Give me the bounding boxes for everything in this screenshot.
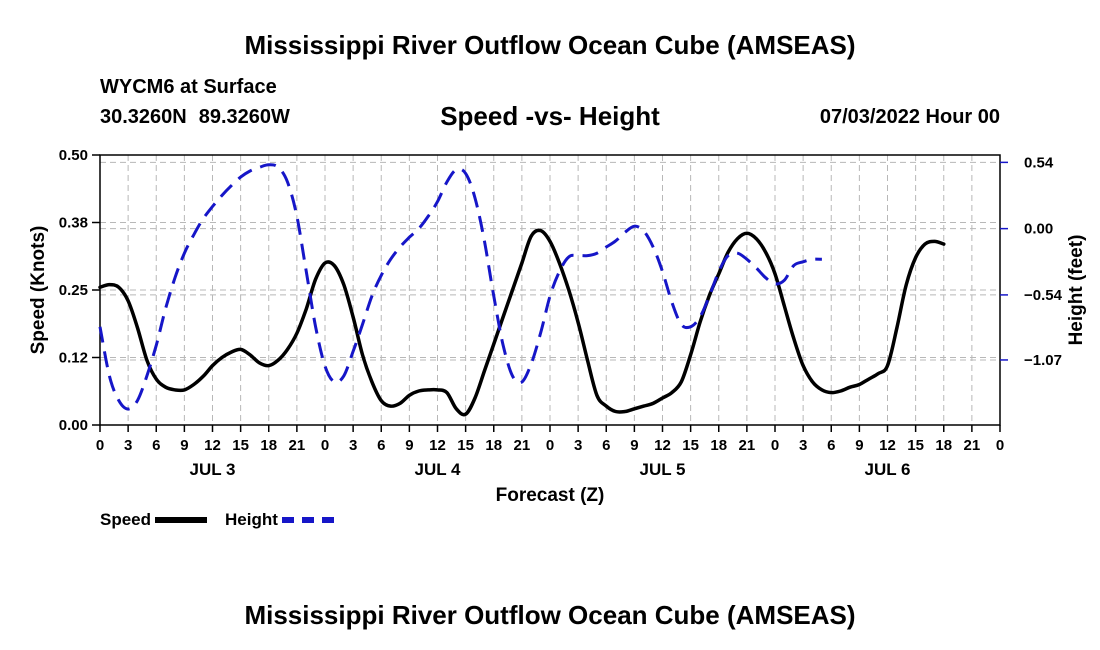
day-label: JUL 3 <box>190 460 236 479</box>
y-axis-title-left: Speed (Knots) <box>28 226 49 355</box>
day-label: JUL 6 <box>865 460 911 479</box>
x-tick-label: 15 <box>457 437 474 454</box>
x-tick-label: 12 <box>204 437 221 454</box>
x-tick-label: 12 <box>879 437 896 454</box>
x-axis-title: Forecast (Z) <box>496 485 605 506</box>
x-tick-label: 15 <box>232 437 249 454</box>
legend-height-swatch <box>281 517 334 523</box>
left-tick-label: 0.25 <box>59 282 88 299</box>
x-tick-label: 3 <box>574 437 582 454</box>
left-tick-label: 0.12 <box>59 350 88 367</box>
legend-speed-label: Speed <box>100 510 152 529</box>
x-tick-label: 9 <box>180 437 188 454</box>
station-coordinates: 30.3260N 89.3260W <box>100 106 290 129</box>
forecast-datetime: 07/03/2022 Hour 00 <box>819 106 1000 128</box>
x-tick-label: 0 <box>996 437 1004 454</box>
series-line-speed <box>98 228 946 417</box>
day-label: JUL 5 <box>640 460 686 479</box>
x-tick-label: 15 <box>907 437 924 454</box>
longitude: 89.3260W <box>198 106 290 128</box>
x-tick-label: 9 <box>405 437 413 454</box>
legend-item-speed: Speed <box>100 510 208 530</box>
latitude: 30.3260N <box>100 106 187 128</box>
x-tick-label: 21 <box>514 437 531 454</box>
legend-speed-swatch <box>155 517 208 523</box>
station-label: WYCM6 at Surface <box>100 76 277 98</box>
x-tick-label: 15 <box>682 437 699 454</box>
x-tick-label: 18 <box>935 437 952 454</box>
x-tick-label: 0 <box>771 437 779 454</box>
x-tick-label: 0 <box>321 437 329 454</box>
x-tick-label: 0 <box>546 437 554 454</box>
left-tick-label: 0.38 <box>59 215 88 232</box>
left-tick-label: 0.50 <box>59 147 88 164</box>
x-tick-label: 6 <box>152 437 160 454</box>
x-tick-label: 12 <box>654 437 671 454</box>
right-tick-label: −0.54 <box>1024 287 1063 304</box>
x-tick-label: 6 <box>602 437 610 454</box>
y-axis-title-right: Height (feet) <box>1066 235 1087 346</box>
x-tick-label: 18 <box>485 437 502 454</box>
right-tick-label: 0.54 <box>1024 154 1054 171</box>
x-tick-label: 18 <box>260 437 277 454</box>
x-tick-label: 3 <box>124 437 132 454</box>
x-tick-label: 21 <box>964 437 981 454</box>
chart-subtitle: Speed -vs- Height <box>440 101 660 131</box>
x-tick-label: 21 <box>289 437 306 454</box>
x-tick-label: 6 <box>827 437 835 454</box>
right-tick-label: 0.00 <box>1024 221 1053 238</box>
left-tick-label: 0.00 <box>59 417 88 434</box>
x-tick-label: 9 <box>630 437 638 454</box>
chart-main-title-repeat: Mississippi River Outflow Ocean Cube (AM… <box>244 600 856 630</box>
x-tick-label: 3 <box>799 437 807 454</box>
series-line-height <box>98 163 822 411</box>
x-tick-label: 12 <box>429 437 446 454</box>
legend: Speed Height <box>100 510 352 530</box>
x-tick-label: 6 <box>377 437 385 454</box>
x-tick-label: 0 <box>96 437 104 454</box>
x-tick-label: 18 <box>710 437 727 454</box>
legend-item-height: Height <box>225 510 334 530</box>
x-tick-label: 9 <box>855 437 863 454</box>
x-tick-label: 21 <box>739 437 756 454</box>
day-label: JUL 4 <box>415 460 462 479</box>
chart-main-title: Mississippi River Outflow Ocean Cube (AM… <box>244 30 856 60</box>
x-tick-label: 3 <box>349 437 357 454</box>
legend-height-label: Height <box>225 510 278 529</box>
right-tick-label: −1.07 <box>1024 352 1062 369</box>
